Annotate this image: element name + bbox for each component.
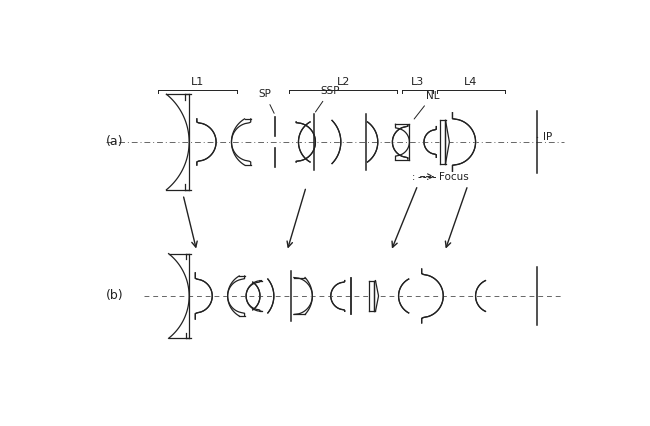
Polygon shape (168, 253, 189, 338)
Polygon shape (424, 127, 436, 157)
Polygon shape (398, 279, 409, 313)
Polygon shape (422, 269, 443, 323)
Polygon shape (197, 119, 216, 165)
Polygon shape (476, 281, 486, 311)
Text: L4: L4 (464, 77, 478, 87)
Polygon shape (332, 121, 341, 164)
Polygon shape (195, 273, 213, 319)
Polygon shape (253, 282, 260, 310)
Text: IP: IP (537, 132, 552, 142)
Text: Focus: Focus (439, 172, 469, 181)
Polygon shape (296, 122, 315, 162)
Polygon shape (231, 119, 251, 165)
Polygon shape (452, 113, 476, 171)
Polygon shape (227, 276, 244, 316)
Text: SP: SP (259, 89, 274, 113)
Polygon shape (298, 122, 310, 162)
Polygon shape (393, 125, 408, 159)
Text: NL: NL (414, 91, 439, 119)
Polygon shape (166, 94, 189, 190)
Polygon shape (367, 122, 378, 162)
Text: SSP: SSP (315, 86, 339, 112)
Text: L2: L2 (337, 77, 350, 87)
Text: (a): (a) (106, 135, 124, 149)
Text: :: : (412, 172, 415, 181)
Polygon shape (268, 279, 274, 313)
Text: (b): (b) (106, 290, 124, 302)
Polygon shape (294, 277, 313, 314)
Polygon shape (440, 121, 449, 164)
Text: L3: L3 (411, 77, 424, 87)
Polygon shape (246, 281, 261, 311)
Polygon shape (395, 124, 410, 160)
Polygon shape (331, 281, 345, 311)
Text: L1: L1 (191, 77, 204, 87)
Polygon shape (369, 281, 378, 311)
